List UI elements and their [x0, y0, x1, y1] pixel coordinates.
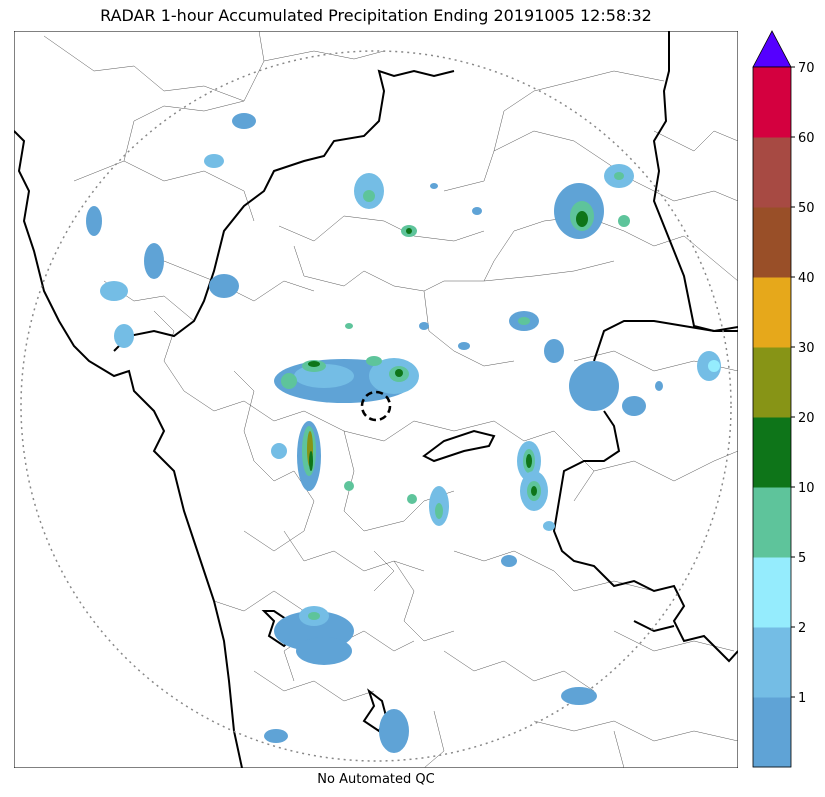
colorbar-canvas: 1 2 5 10 20 30 40 50 60 70 — [752, 30, 815, 768]
colorbar-tick-label: 20 — [798, 411, 815, 426]
range-ring — [20, 50, 732, 762]
colorbar-bin — [753, 137, 791, 208]
radar-site-marker — [360, 390, 392, 422]
colorbar-bin — [753, 417, 791, 488]
qc-note: No Automated QC — [317, 772, 435, 787]
colorbar-bin — [753, 277, 791, 348]
colorbar-tick-label: 2 — [798, 621, 806, 636]
colorbar-tick-label: 40 — [798, 271, 815, 286]
district-borders — [43, 30, 739, 769]
colorbar-tick-label: 50 — [798, 201, 815, 216]
map-canvas — [13, 30, 739, 769]
map-title: RADAR 1-hour Accumulated Precipitation E… — [100, 6, 652, 25]
precipitation-echoes — [86, 113, 721, 753]
colorbar-tick-label: 30 — [798, 341, 815, 356]
colorbar-bin — [753, 347, 791, 418]
colorbar-bin — [753, 67, 791, 138]
colorbar-tick-label: 5 — [798, 551, 806, 566]
colorbar-bin — [753, 557, 791, 628]
colorbar-bin — [753, 487, 791, 558]
radar-map[interactable] — [13, 30, 739, 769]
colorbar-frame — [752, 66, 792, 768]
colorbar-tick-label: 1 — [798, 691, 806, 706]
colorbar-bin — [753, 627, 791, 698]
colorbar-bin — [753, 207, 791, 278]
precipitation-colorbar: 1 2 5 10 20 30 40 50 60 70 — [745, 28, 825, 773]
colorbar-bin — [753, 697, 791, 768]
colorbar-tick-label: 60 — [798, 131, 815, 146]
colorbar-tick-label: 70 — [798, 61, 815, 76]
colorbar-tick-label: 10 — [798, 481, 815, 496]
colorbar-extend-arrow — [752, 30, 792, 68]
